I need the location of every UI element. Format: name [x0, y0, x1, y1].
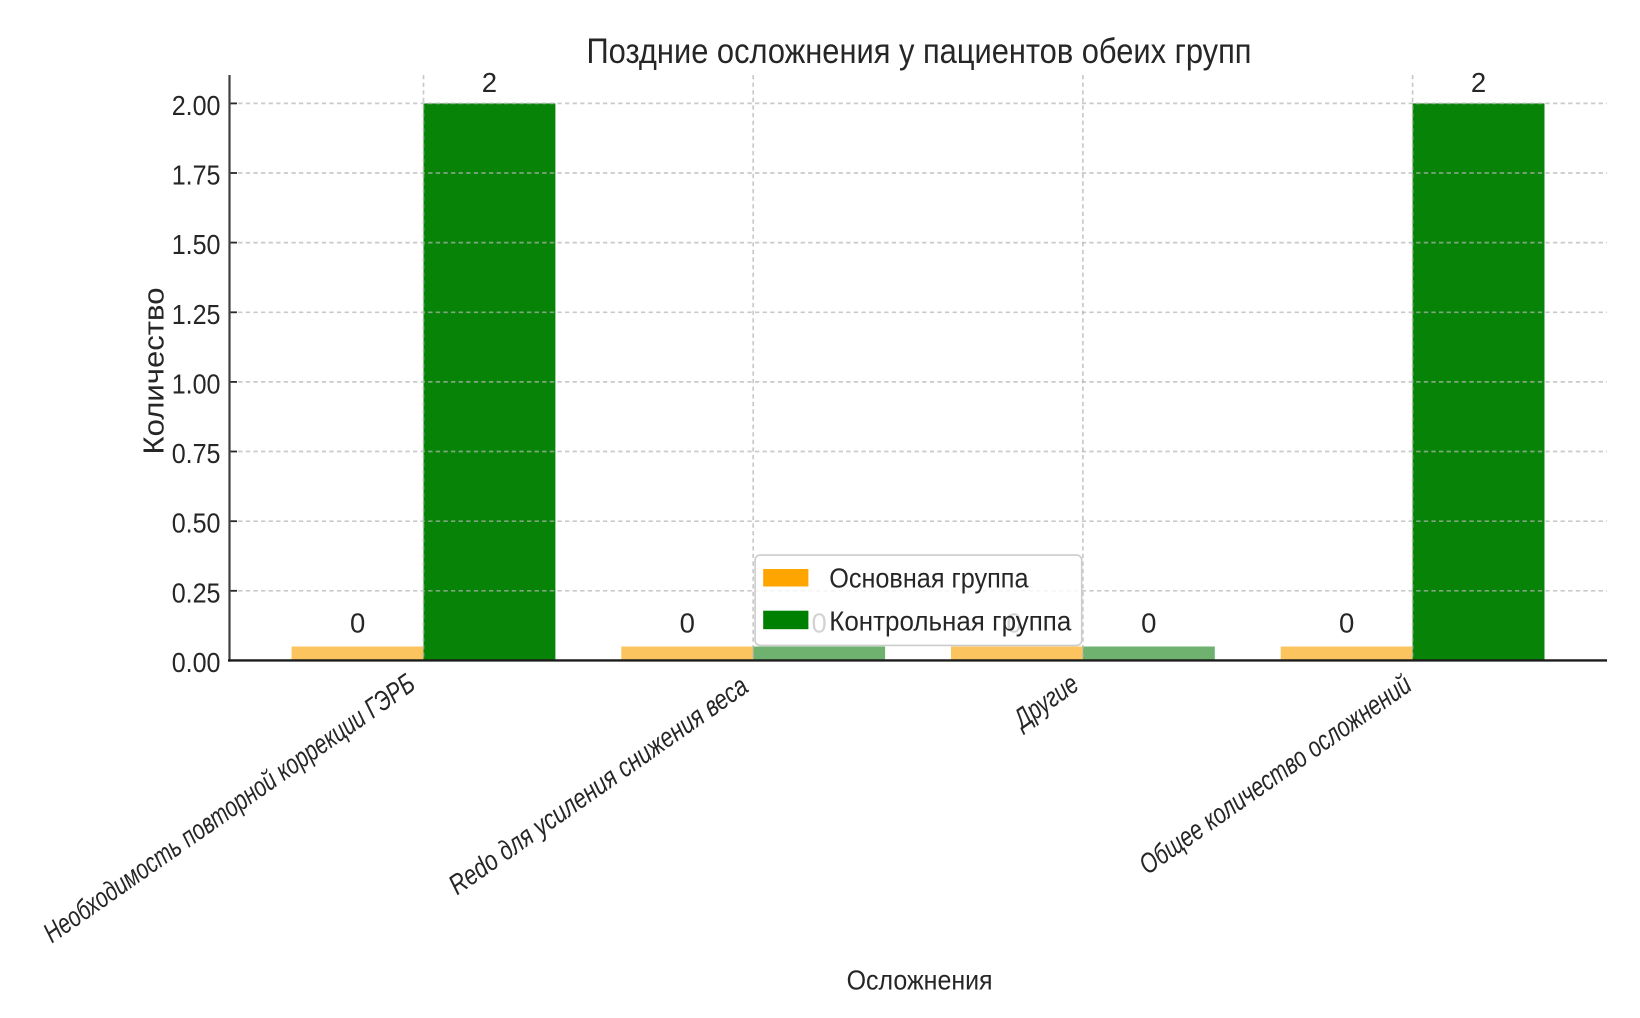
- svg-text:0: 0: [350, 607, 365, 638]
- svg-text:1.00: 1.00: [172, 368, 221, 399]
- svg-text:2.00: 2.00: [172, 90, 221, 121]
- svg-text:0: 0: [680, 607, 695, 638]
- svg-text:Поздние осложнения у пациентов: Поздние осложнения у пациентов обеих гру…: [587, 32, 1252, 71]
- svg-text:Основная группа: Основная группа: [829, 563, 1029, 594]
- svg-text:Количество: Количество: [139, 288, 171, 455]
- svg-text:0.75: 0.75: [172, 438, 221, 469]
- svg-text:1.50: 1.50: [172, 229, 221, 260]
- svg-text:1.75: 1.75: [172, 160, 221, 191]
- svg-text:Осложнения: Осложнения: [847, 965, 993, 996]
- svg-text:0: 0: [1339, 607, 1354, 638]
- svg-text:0.00: 0.00: [172, 647, 221, 678]
- svg-text:2: 2: [482, 67, 497, 98]
- svg-text:2: 2: [1471, 67, 1486, 98]
- svg-text:1.25: 1.25: [172, 299, 221, 330]
- svg-text:0.50: 0.50: [172, 508, 221, 539]
- svg-text:0: 0: [1141, 607, 1156, 638]
- svg-text:Контрольная группа: Контрольная группа: [829, 605, 1072, 636]
- svg-text:0.25: 0.25: [172, 577, 221, 608]
